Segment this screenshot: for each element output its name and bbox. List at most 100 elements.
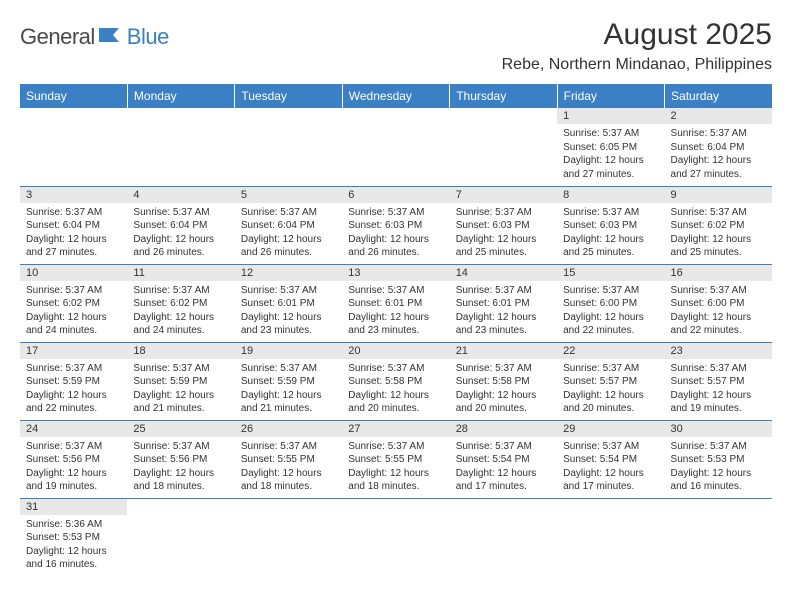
calendar-day-cell: 30Sunrise: 5:37 AMSunset: 5:53 PMDayligh… — [665, 420, 772, 498]
sunset-text: Sunset: 6:04 PM — [133, 219, 228, 233]
sunset-text: Sunset: 6:02 PM — [26, 297, 121, 311]
sunrise-text: Sunrise: 5:37 AM — [133, 362, 228, 376]
calendar-day-cell — [342, 108, 449, 186]
calendar-day-cell: 14Sunrise: 5:37 AMSunset: 6:01 PMDayligh… — [450, 264, 557, 342]
day-number: 2 — [665, 108, 772, 124]
calendar-day-cell: 10Sunrise: 5:37 AMSunset: 6:02 PMDayligh… — [20, 264, 127, 342]
daylight-line1: Daylight: 12 hours — [241, 311, 336, 325]
daylight-line2: and 21 minutes. — [133, 402, 228, 416]
sunset-text: Sunset: 5:53 PM — [26, 531, 121, 545]
calendar-day-cell: 8Sunrise: 5:37 AMSunset: 6:03 PMDaylight… — [557, 186, 664, 264]
daylight-line1: Daylight: 12 hours — [26, 233, 121, 247]
daylight-line1: Daylight: 12 hours — [563, 389, 658, 403]
weekday-header-row: Sunday Monday Tuesday Wednesday Thursday… — [20, 84, 772, 108]
daylight-line1: Daylight: 12 hours — [133, 233, 228, 247]
weekday-header: Friday — [557, 84, 664, 108]
weekday-header: Saturday — [665, 84, 772, 108]
weekday-header: Thursday — [450, 84, 557, 108]
day-details: Sunrise: 5:37 AMSunset: 6:04 PMDaylight:… — [127, 203, 234, 262]
day-number: 27 — [342, 421, 449, 437]
day-details: Sunrise: 5:37 AMSunset: 6:00 PMDaylight:… — [665, 281, 772, 340]
daylight-line2: and 18 minutes. — [348, 480, 443, 494]
sunset-text: Sunset: 6:03 PM — [456, 219, 551, 233]
calendar-day-cell: 11Sunrise: 5:37 AMSunset: 6:02 PMDayligh… — [127, 264, 234, 342]
calendar-day-cell: 31Sunrise: 5:36 AMSunset: 5:53 PMDayligh… — [20, 498, 127, 576]
calendar-table: Sunday Monday Tuesday Wednesday Thursday… — [20, 84, 772, 576]
daylight-line1: Daylight: 12 hours — [133, 467, 228, 481]
calendar-day-cell — [127, 108, 234, 186]
day-details: Sunrise: 5:37 AMSunset: 6:05 PMDaylight:… — [557, 124, 664, 183]
daylight-line2: and 24 minutes. — [133, 324, 228, 338]
daylight-line2: and 19 minutes. — [671, 402, 766, 416]
calendar-day-cell: 7Sunrise: 5:37 AMSunset: 6:03 PMDaylight… — [450, 186, 557, 264]
sunrise-text: Sunrise: 5:37 AM — [348, 440, 443, 454]
day-number: 8 — [557, 187, 664, 203]
sunset-text: Sunset: 6:04 PM — [26, 219, 121, 233]
sunrise-text: Sunrise: 5:37 AM — [456, 206, 551, 220]
calendar-week-row: 10Sunrise: 5:37 AMSunset: 6:02 PMDayligh… — [20, 264, 772, 342]
daylight-line1: Daylight: 12 hours — [26, 311, 121, 325]
day-number: 25 — [127, 421, 234, 437]
day-number: 21 — [450, 343, 557, 359]
day-number: 10 — [20, 265, 127, 281]
calendar-day-cell: 26Sunrise: 5:37 AMSunset: 5:55 PMDayligh… — [235, 420, 342, 498]
day-number: 12 — [235, 265, 342, 281]
day-number: 16 — [665, 265, 772, 281]
sunset-text: Sunset: 5:56 PM — [133, 453, 228, 467]
weekday-header: Sunday — [20, 84, 127, 108]
day-number: 19 — [235, 343, 342, 359]
day-number: 3 — [20, 187, 127, 203]
day-number: 18 — [127, 343, 234, 359]
sunrise-text: Sunrise: 5:37 AM — [348, 206, 443, 220]
day-details: Sunrise: 5:36 AMSunset: 5:53 PMDaylight:… — [20, 515, 127, 574]
day-number: 5 — [235, 187, 342, 203]
flag-icon — [99, 26, 125, 49]
day-details: Sunrise: 5:37 AMSunset: 6:02 PMDaylight:… — [20, 281, 127, 340]
daylight-line2: and 23 minutes. — [348, 324, 443, 338]
calendar-week-row: 1Sunrise: 5:37 AMSunset: 6:05 PMDaylight… — [20, 108, 772, 186]
day-number: 6 — [342, 187, 449, 203]
day-details: Sunrise: 5:37 AMSunset: 6:04 PMDaylight:… — [665, 124, 772, 183]
daylight-line1: Daylight: 12 hours — [26, 467, 121, 481]
sunrise-text: Sunrise: 5:37 AM — [348, 362, 443, 376]
daylight-line2: and 22 minutes. — [26, 402, 121, 416]
day-details: Sunrise: 5:37 AMSunset: 5:57 PMDaylight:… — [665, 359, 772, 418]
daylight-line2: and 24 minutes. — [26, 324, 121, 338]
logo-text-blue: Blue — [127, 24, 169, 50]
calendar-day-cell — [342, 498, 449, 576]
sunrise-text: Sunrise: 5:37 AM — [241, 440, 336, 454]
sunrise-text: Sunrise: 5:36 AM — [26, 518, 121, 532]
sunset-text: Sunset: 6:01 PM — [348, 297, 443, 311]
daylight-line1: Daylight: 12 hours — [26, 545, 121, 559]
sunrise-text: Sunrise: 5:37 AM — [563, 440, 658, 454]
sunset-text: Sunset: 5:57 PM — [563, 375, 658, 389]
sunset-text: Sunset: 5:58 PM — [456, 375, 551, 389]
day-details: Sunrise: 5:37 AMSunset: 5:55 PMDaylight:… — [235, 437, 342, 496]
daylight-line1: Daylight: 12 hours — [133, 311, 228, 325]
sunset-text: Sunset: 5:55 PM — [348, 453, 443, 467]
calendar-day-cell: 19Sunrise: 5:37 AMSunset: 5:59 PMDayligh… — [235, 342, 342, 420]
day-details: Sunrise: 5:37 AMSunset: 5:56 PMDaylight:… — [20, 437, 127, 496]
day-number: 1 — [557, 108, 664, 124]
daylight-line1: Daylight: 12 hours — [456, 467, 551, 481]
daylight-line1: Daylight: 12 hours — [671, 154, 766, 168]
sunrise-text: Sunrise: 5:37 AM — [563, 127, 658, 141]
day-details: Sunrise: 5:37 AMSunset: 6:04 PMDaylight:… — [20, 203, 127, 262]
calendar-day-cell: 16Sunrise: 5:37 AMSunset: 6:00 PMDayligh… — [665, 264, 772, 342]
sunrise-text: Sunrise: 5:37 AM — [241, 284, 336, 298]
day-number: 15 — [557, 265, 664, 281]
daylight-line2: and 16 minutes. — [26, 558, 121, 572]
calendar-day-cell: 18Sunrise: 5:37 AMSunset: 5:59 PMDayligh… — [127, 342, 234, 420]
daylight-line1: Daylight: 12 hours — [241, 467, 336, 481]
sunrise-text: Sunrise: 5:37 AM — [241, 362, 336, 376]
day-number: 17 — [20, 343, 127, 359]
calendar-day-cell: 27Sunrise: 5:37 AMSunset: 5:55 PMDayligh… — [342, 420, 449, 498]
daylight-line2: and 25 minutes. — [671, 246, 766, 260]
calendar-day-cell: 20Sunrise: 5:37 AMSunset: 5:58 PMDayligh… — [342, 342, 449, 420]
daylight-line1: Daylight: 12 hours — [671, 233, 766, 247]
sunrise-text: Sunrise: 5:37 AM — [456, 440, 551, 454]
day-details: Sunrise: 5:37 AMSunset: 5:57 PMDaylight:… — [557, 359, 664, 418]
day-number: 4 — [127, 187, 234, 203]
sunrise-text: Sunrise: 5:37 AM — [671, 127, 766, 141]
sunset-text: Sunset: 6:00 PM — [671, 297, 766, 311]
